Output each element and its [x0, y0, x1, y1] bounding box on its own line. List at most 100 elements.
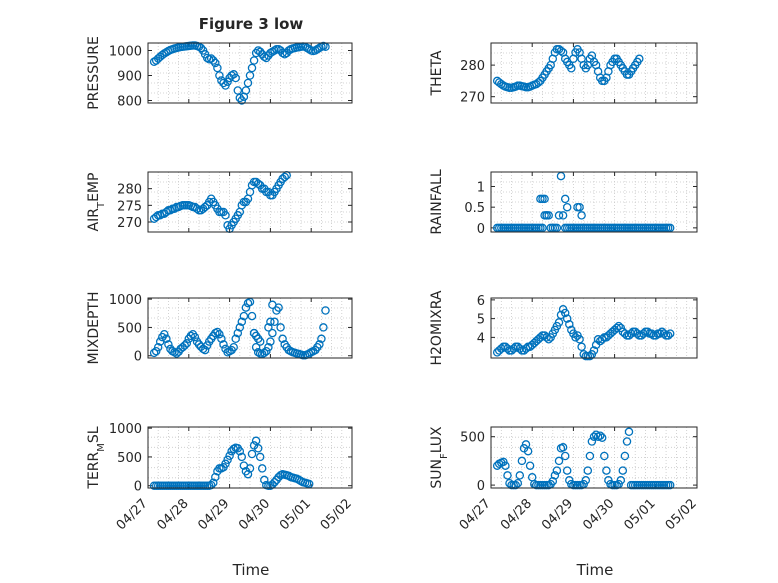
- data-point: [151, 346, 161, 356]
- data-point: [266, 337, 275, 346]
- data-point: [647, 329, 656, 338]
- axes-box: [147, 426, 353, 489]
- data-point: [554, 456, 564, 466]
- data-point: [600, 451, 609, 461]
- x-tick-label: 04/29: [539, 496, 576, 533]
- data-point: [235, 446, 245, 456]
- y-axis-label: RAINFALL: [429, 169, 445, 234]
- data-point: [221, 211, 230, 220]
- data-point: [620, 451, 630, 461]
- data-point: [620, 329, 630, 338]
- data-point: [525, 461, 535, 470]
- data-point: [245, 71, 255, 80]
- y-tick-label: 800: [117, 95, 142, 110]
- data-point: [589, 432, 599, 441]
- x-tick-label: 05/02: [318, 496, 355, 533]
- data-point: [626, 329, 636, 338]
- data-point: [665, 329, 675, 338]
- data-point: [587, 437, 597, 446]
- y-tick-label: 1: [477, 180, 485, 195]
- data-point: [251, 48, 261, 58]
- data-point: [548, 476, 558, 486]
- data-point: [542, 333, 551, 342]
- data-point: [209, 478, 218, 488]
- y-axis-label: PRESSURE: [86, 36, 102, 110]
- data-point: [260, 475, 269, 485]
- x-tick-label: 04/30: [580, 496, 617, 533]
- data-point: [251, 436, 261, 446]
- y-axis-label: AIRTEMP: [86, 173, 107, 232]
- data-point: [255, 452, 265, 462]
- data-point: [315, 340, 324, 349]
- data-point: [534, 78, 543, 87]
- y-axis-label: MIXDEPTH: [86, 292, 102, 365]
- data-point: [597, 335, 607, 344]
- data-point: [497, 344, 506, 353]
- data-point: [321, 306, 330, 315]
- y-tick-label: 6: [477, 294, 485, 309]
- data-point: [255, 47, 265, 57]
- subplot-2: 270 280 THETA: [429, 42, 698, 106]
- data-point: [562, 314, 572, 323]
- data-point: [211, 472, 220, 482]
- data-point: [509, 344, 518, 353]
- data-point: [651, 331, 661, 340]
- data-point: [211, 58, 220, 68]
- data-point: [233, 328, 243, 338]
- data-point: [558, 211, 568, 220]
- y-axis-label: TERRMSL: [86, 426, 107, 489]
- data-point: [235, 93, 245, 103]
- axes-box: [490, 426, 698, 489]
- axes-box: [147, 42, 353, 104]
- data-point: [260, 348, 269, 358]
- data-point: [247, 311, 257, 321]
- data-point: [255, 337, 265, 346]
- y-tick-label: 500: [117, 321, 142, 336]
- data-point: [511, 480, 520, 490]
- y-tick-label: 5: [477, 313, 485, 328]
- data-point: [665, 480, 675, 490]
- y-tick-label: 280: [117, 183, 142, 198]
- data-point: [196, 43, 206, 53]
- data-point: [245, 464, 255, 473]
- data-point: [595, 431, 605, 440]
- data-point: [602, 466, 611, 475]
- data-point: [663, 331, 673, 340]
- x-tick-label: 05/01: [622, 496, 659, 533]
- data-point: [554, 318, 564, 327]
- data-point: [268, 300, 277, 310]
- subplot-6: 4 5 6 H2OMIXRA: [429, 290, 698, 366]
- axes-box: [147, 171, 353, 233]
- data-point: [200, 345, 210, 355]
- data-point: [225, 451, 234, 461]
- data-point: [622, 437, 632, 446]
- data-point: [278, 334, 287, 344]
- figure-title: Figure 3 low: [199, 15, 304, 33]
- data-point: [515, 344, 525, 353]
- data-point: [221, 459, 230, 469]
- data-point: [243, 78, 253, 88]
- data-point: [262, 53, 271, 63]
- data-point: [515, 471, 525, 480]
- y-axis-label: THETA: [429, 50, 445, 96]
- x-tick-label: 05/02: [663, 496, 700, 533]
- data-point: [149, 348, 159, 358]
- data-point: [241, 86, 251, 95]
- y-tick-label: 500: [460, 431, 485, 446]
- data-point: [192, 204, 202, 213]
- data-point: [581, 476, 591, 485]
- x-tick-label: 05/01: [277, 496, 314, 533]
- data-point: [229, 342, 238, 352]
- data-point: [241, 303, 251, 312]
- data-point: [665, 223, 675, 233]
- data-point: [266, 317, 275, 327]
- y-tick-label: 1000: [109, 293, 142, 308]
- data-point: [558, 443, 568, 452]
- data-point: [317, 334, 326, 344]
- subplot-1: 800 900 1000 PRESSURE: [86, 36, 353, 110]
- data-point: [540, 194, 549, 204]
- data-point: [249, 56, 259, 65]
- data-point: [589, 346, 599, 355]
- y-tick-label: 0: [477, 479, 485, 494]
